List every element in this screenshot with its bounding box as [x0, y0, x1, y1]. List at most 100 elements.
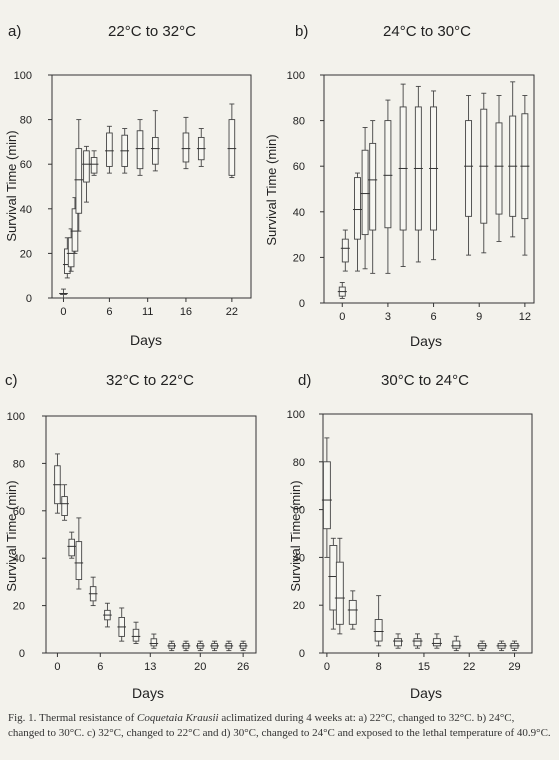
box-plot: [238, 640, 248, 652]
box-plot: [496, 640, 507, 652]
box-plot: [103, 602, 112, 628]
box-iqr: [495, 122, 503, 215]
box-plot: [334, 537, 345, 635]
box-plot: [508, 81, 518, 238]
y-tick-label: 60: [13, 506, 25, 518]
box-iqr: [106, 132, 113, 167]
box-iqr: [152, 136, 159, 165]
y-axis-label: Survival Time (min): [4, 130, 19, 241]
panel-label: d): [298, 372, 311, 389]
box-iqr: [361, 149, 369, 236]
y-tick-label: 20: [13, 601, 25, 613]
box-iqr: [465, 120, 473, 217]
y-tick-label: 40: [13, 553, 25, 565]
box-plot: [413, 85, 423, 263]
x-tick-label: 20: [194, 661, 206, 673]
box-plot: [149, 633, 159, 649]
box-plot: [340, 229, 350, 272]
box-plot: [520, 95, 530, 256]
chart-panel-4: d) 30°C to 24°C 0 20 40 60 80 100 0 8 15 22 29 Days Su…: [287, 372, 533, 701]
box-iqr: [61, 496, 68, 516]
box-iqr: [90, 157, 98, 174]
y-tick-label: 60: [293, 505, 305, 517]
box-plot: [135, 119, 145, 176]
box-plot: [373, 595, 384, 647]
box-iqr: [228, 119, 236, 176]
box-iqr: [150, 638, 158, 647]
chart-panel-1: a) 22°C to 32°C 0 20 40 60 80 100 0 6 11 16 22 Days Su…: [4, 23, 252, 348]
box-plot: [383, 99, 393, 274]
box-plot: [227, 103, 237, 179]
caption-rest: aclimatized during 4 weeks at: a) 22°C, …: [8, 712, 551, 739]
box-iqr: [394, 638, 402, 647]
y-tick-label: 60: [20, 159, 32, 171]
y-tick-label: 100: [14, 70, 32, 82]
box-plot: [210, 640, 219, 652]
figure-caption: Fig. 1. Thermal resistance of Coquetaia …: [8, 711, 553, 741]
box-plot: [67, 531, 77, 559]
box-plot: [451, 635, 462, 652]
x-axis-label: Days: [130, 332, 162, 348]
box-iqr: [335, 561, 344, 625]
x-tick-label: 9: [476, 311, 482, 323]
box-plot: [337, 282, 347, 299]
box-plot: [88, 576, 98, 607]
box-plot: [60, 484, 69, 521]
box-plot: [167, 640, 177, 652]
box-plot: [464, 95, 474, 256]
box-iqr: [452, 640, 461, 649]
x-tick-label: 0: [324, 661, 330, 673]
y-tick-label: 40: [293, 552, 305, 564]
x-tick-label: 6: [431, 311, 437, 323]
box-iqr: [71, 208, 79, 252]
x-tick-label: 0: [54, 661, 60, 673]
box-plot: [150, 110, 160, 172]
chart-title: 32°C to 22°C: [106, 372, 194, 389]
x-axis-label: Days: [410, 333, 442, 349]
box-plot: [393, 633, 404, 649]
x-axis-label: Days: [132, 685, 164, 701]
box-iqr: [354, 177, 361, 240]
box-plot: [120, 128, 130, 174]
box-iqr: [67, 237, 75, 268]
box-iqr: [369, 142, 377, 231]
x-tick-label: 29: [508, 661, 520, 673]
box-iqr: [75, 541, 83, 580]
box-plot: [74, 119, 84, 232]
panel-label: b): [295, 23, 308, 40]
x-tick-label: 0: [339, 311, 345, 323]
box-iqr: [132, 628, 140, 642]
y-tick-label: 0: [26, 293, 32, 305]
box-iqr: [182, 132, 190, 163]
box-plot: [181, 116, 191, 170]
y-tick-label: 80: [13, 458, 25, 470]
box-iqr: [341, 238, 349, 263]
chart-panel-2: b) 24°C to 30°C 0 20 40 60 80 100 0 3 6 9 12 Days Surv…: [264, 23, 535, 349]
box-plot: [352, 172, 362, 272]
chart-title: 24°C to 30°C: [383, 23, 471, 40]
box-iqr: [374, 619, 383, 642]
plot-frame: [45, 415, 257, 654]
box-plot: [321, 437, 332, 558]
x-tick-label: 3: [385, 311, 391, 323]
x-axis-label: Days: [410, 685, 442, 701]
x-tick-label: 6: [97, 661, 103, 673]
chart-title: 22°C to 32°C: [108, 23, 196, 40]
box-plot: [431, 633, 442, 649]
box-iqr: [384, 120, 392, 229]
caption-prefix: Fig. 1. Thermal resistance of: [8, 712, 138, 724]
x-tick-label: 6: [106, 306, 112, 318]
box-plot: [66, 228, 76, 272]
box-iqr: [348, 599, 357, 625]
x-tick-label: 0: [60, 306, 66, 318]
box-plot: [74, 517, 84, 590]
y-tick-label: 60: [293, 161, 305, 173]
y-tick-label: 100: [7, 411, 25, 423]
x-tick-label: 16: [180, 306, 192, 318]
box-plot: [494, 95, 504, 242]
box-plot: [477, 640, 488, 652]
box-iqr: [68, 538, 75, 557]
box-plot: [429, 90, 439, 261]
x-tick-label: 26: [237, 661, 249, 673]
